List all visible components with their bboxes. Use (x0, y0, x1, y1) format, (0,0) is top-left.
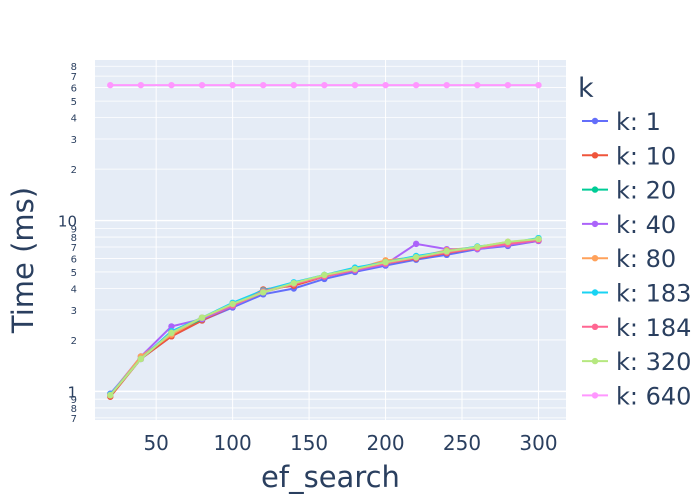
legend-swatch-marker (591, 152, 599, 159)
y-minor-tick-label: 3 (71, 306, 77, 317)
y-tick-label: 1 (67, 383, 77, 401)
data-point (321, 81, 328, 89)
y-minor-tick-label: 8 (71, 62, 77, 73)
y-minor-tick-label: 8 (71, 404, 77, 415)
x-axis-title: ef_search (261, 460, 400, 494)
x-tick-label: 100 (214, 431, 252, 455)
legend-label: k: 183 (616, 280, 691, 308)
data-point (412, 81, 420, 89)
y-minor-tick-label: 4 (71, 114, 77, 125)
legend-item: k: 183 (582, 280, 691, 308)
legend-label: k: 640 (616, 382, 691, 410)
data-point (412, 254, 420, 261)
y-minor-tick-label: 5 (71, 97, 77, 108)
y-minor-tick-label: 2 (71, 336, 77, 347)
y-tick-label: 10 (58, 213, 77, 231)
data-point (535, 81, 542, 89)
legend-label: k: 320 (616, 348, 691, 376)
y-minor-tick-label: 9 (71, 224, 77, 235)
data-point (290, 279, 297, 287)
legend-label: k: 184 (616, 314, 691, 342)
data-point (443, 248, 450, 255)
legend-label: k: 80 (616, 245, 676, 273)
data-point (504, 81, 512, 89)
data-point (290, 81, 297, 89)
legend-swatch-marker (591, 220, 599, 228)
legend-label: k: 20 (616, 177, 676, 205)
data-point (474, 243, 481, 251)
legend-item: k: 1 (582, 108, 661, 136)
y-minor-tick-label: 3 (71, 135, 77, 146)
data-point (168, 329, 175, 337)
legend-swatch-marker (591, 186, 599, 193)
plot-area (95, 60, 566, 420)
x-tick-label: 300 (519, 431, 557, 455)
grid-lines (95, 60, 566, 420)
data-point (474, 81, 481, 89)
legend-item: k: 184 (582, 314, 691, 342)
data-point (137, 355, 145, 363)
data-point (107, 391, 114, 399)
y-minor-tick-label: 7 (71, 414, 77, 425)
legend-swatch-marker (591, 357, 599, 365)
legend: k: 1 k: 10 k: 20 k: 40 k: 80 k: 183 k: 184 k: 3… (582, 108, 691, 410)
data-point (198, 81, 206, 89)
series-k-640 (107, 81, 542, 89)
data-point (535, 235, 542, 243)
legend-label: k: 40 (616, 211, 676, 239)
legend-label: k: 1 (616, 108, 661, 136)
y-minor-tick-label: 7 (71, 72, 77, 83)
legend-swatch-marker (591, 255, 599, 262)
data-point (107, 81, 114, 89)
legend-title: k (578, 73, 594, 104)
series-k-320 (107, 235, 542, 399)
legend-item: k: 320 (582, 348, 691, 376)
y-minor-tick-label: 8 (71, 233, 77, 244)
data-point (351, 81, 359, 89)
data-point (382, 259, 389, 266)
data-point (137, 81, 145, 89)
data-point (382, 81, 389, 89)
y-minor-tick-label: 9 (71, 395, 77, 406)
data-point (168, 81, 175, 89)
x-tick-label: 50 (143, 431, 168, 455)
y-minor-tick-label: 2 (71, 165, 77, 176)
x-tick-label: 200 (366, 431, 404, 455)
legend-item: k: 10 (582, 142, 676, 170)
legend-swatch-marker (591, 392, 599, 399)
y-minor-tick-label: 6 (71, 254, 77, 265)
data-point (168, 323, 175, 330)
legend-label: k: 10 (616, 142, 676, 170)
y-minor-tick-label: 4 (71, 285, 77, 296)
x-tick-label: 250 (443, 431, 481, 455)
data-point (198, 314, 206, 321)
series-group (107, 81, 542, 400)
data-point (443, 81, 450, 89)
data-point (229, 81, 236, 89)
data-point (351, 265, 359, 273)
y-minor-tick-label: 6 (71, 84, 77, 95)
legend-item: k: 80 (582, 245, 676, 273)
x-tick-label: 150 (290, 431, 328, 455)
legend-swatch-marker (591, 323, 599, 330)
legend-swatch-marker (591, 289, 599, 296)
data-point (229, 300, 236, 308)
data-point (412, 240, 420, 248)
data-point (260, 289, 267, 296)
data-point (321, 271, 328, 279)
y-minor-tick-label: 5 (71, 268, 77, 279)
data-point (504, 238, 512, 246)
y-axis-title: Time (ms) (6, 187, 40, 334)
legend-item: k: 640 (582, 382, 691, 410)
data-point (260, 81, 267, 89)
legend-swatch-marker (591, 117, 599, 125)
legend-item: k: 20 (582, 177, 676, 205)
y-minor-tick-label: 7 (71, 243, 77, 254)
legend-item: k: 40 (582, 211, 676, 239)
